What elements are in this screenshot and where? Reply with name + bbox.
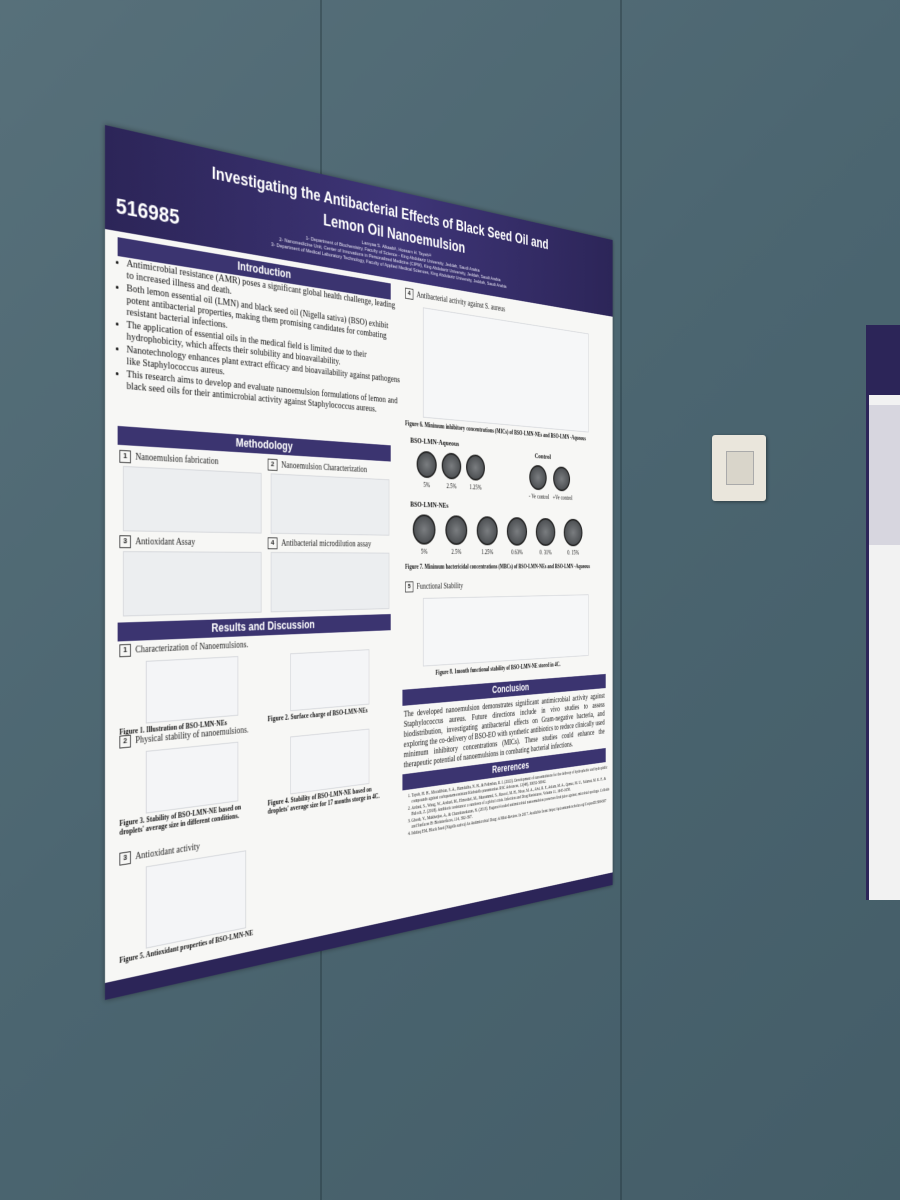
neighbor-poster-panel [869,405,900,545]
agar-plate [441,452,462,480]
figure-image [145,741,239,814]
method-step: 3 Antioxidant Assay [119,535,263,549]
method-illustration [122,551,262,617]
plate-label: 1.25% [481,548,494,556]
step-number: 2 [267,458,278,471]
figure-caption: Figure 7. Minimum bactericidal concentra… [405,562,590,571]
plate-label: 0. 15% [567,549,580,557]
step-label: Characterization of Nanoemulsions. [135,640,249,656]
figure-image [422,307,589,433]
step-number: 4 [267,537,278,550]
agar-plate [506,516,528,546]
figure-image [290,649,370,712]
plate-label: 0.63% [511,548,523,556]
plate-label: 2.5% [446,482,457,491]
plate-label: +Ve control [552,493,573,502]
figure-image [145,656,239,724]
plate-group-label: BSO-LMN-NEs [410,499,449,510]
plate-label: 1.25% [469,483,482,492]
method-illustration [122,465,262,534]
agar-plate [445,515,468,546]
neighbor-poster [866,325,900,900]
agar-plate [466,453,485,481]
agar-plate [416,450,437,479]
agar-plate [563,518,583,547]
method-step: 4 Antibacterial microdilution assay [267,537,392,550]
step-number: 3 [119,851,131,866]
figure-image [290,728,370,795]
result-heading: 5 Functional Stability [405,579,599,593]
plate-label: 5% [420,547,428,556]
step-number: 3 [119,535,131,549]
wall-seam [620,0,622,1200]
step-number: 1 [119,643,131,658]
plate-group-label: Control [534,451,551,461]
poster: 516985 Investigating the Antibacterial E… [105,125,613,1000]
agar-plate [535,517,556,547]
step-label: Antioxidant Assay [135,536,196,548]
step-label: Antibacterial microdilution assay [281,538,372,549]
plate-label: 5% [423,481,431,489]
agar-plate [476,516,498,546]
method-illustration [270,473,390,536]
switch-socket [726,451,754,485]
step-label: Functional Stability [416,582,464,592]
step-number: 2 [119,734,131,749]
plate-group-label: BSO-LMN-Aqueous [410,435,460,448]
agar-plate [553,466,571,492]
step-label: Nanoemulsion Characterization [281,460,368,475]
plate-label: 2.5% [451,548,462,556]
wall-switch [712,435,766,501]
figure-image [422,594,589,667]
agar-plate [529,464,547,491]
step-label: Nanoemulsion fabrication [135,452,219,467]
method-illustration [270,551,390,613]
neighbor-poster-header [869,325,900,395]
plate-label: - Ve control [528,492,550,501]
step-number: 4 [405,287,414,300]
step-number: 1 [119,449,131,464]
plate-label: 0. 31% [539,548,552,556]
step-number: 5 [405,581,414,593]
agar-plate [412,514,436,545]
